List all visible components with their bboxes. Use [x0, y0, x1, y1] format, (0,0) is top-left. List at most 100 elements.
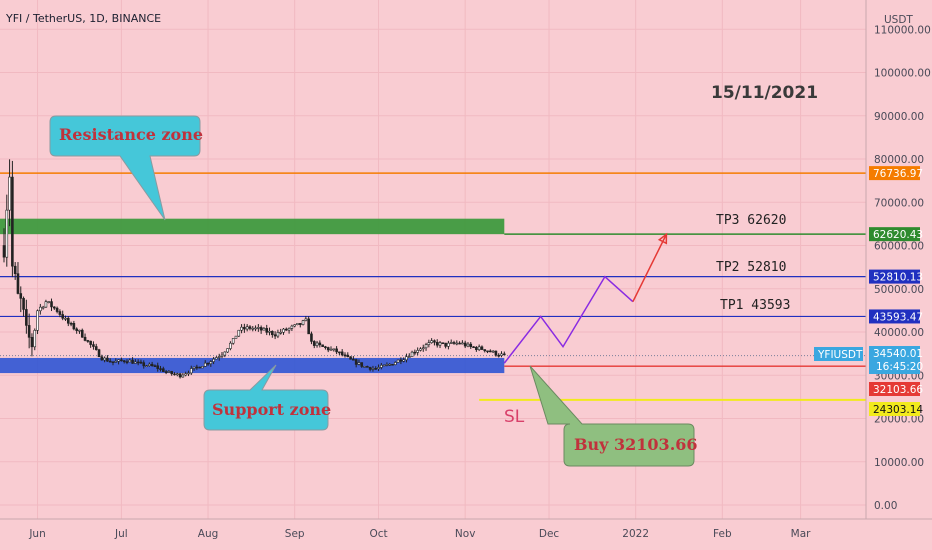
time-axis: Jun Jul Aug Sep Oct Nov Dec 2022 Feb Mar: [28, 528, 811, 540]
candle-body: [268, 330, 271, 333]
candle-body: [419, 348, 422, 351]
candle-body: [106, 357, 109, 362]
time-tick-label: Nov: [455, 528, 476, 540]
candle-body: [374, 368, 378, 370]
candle-body: [229, 342, 232, 349]
candle-body: [206, 362, 210, 365]
candle-body: [382, 364, 386, 367]
candle-body: [324, 346, 327, 349]
price-tick-label: 80000.00: [874, 154, 924, 166]
candle-body: [265, 328, 269, 333]
candle-body: [111, 361, 115, 364]
tag-resistance-bg: [869, 166, 920, 181]
candle-body: [371, 368, 375, 370]
candle-body: [273, 334, 277, 337]
candle-body: [78, 329, 81, 332]
candle-body: [489, 350, 492, 353]
candle-body: [8, 176, 11, 211]
candle-body: [475, 346, 478, 350]
sl-label: SL: [504, 407, 525, 427]
candle-body: [55, 307, 59, 312]
grid-lines: [0, 0, 866, 519]
candle-body: [5, 209, 9, 258]
candle-body: [226, 348, 229, 353]
candle-body: [64, 317, 67, 320]
tp3-label: TP3 62620: [716, 213, 786, 228]
candle-body: [128, 359, 132, 363]
tag-sl-text: 24303.14: [873, 404, 923, 416]
candle-body: [58, 311, 62, 315]
candle-body: [237, 329, 241, 337]
buy-callout: Buy 32103.66: [529, 365, 698, 467]
tag-last-price: 34540.01 16:45:20: [869, 346, 923, 374]
candle-body: [491, 350, 495, 353]
tag-symbol-text: YFIUSDT: [817, 349, 863, 361]
candle-body: [150, 363, 154, 366]
candle-body: [284, 328, 288, 331]
candle-body: [86, 340, 90, 342]
candle-body: [377, 367, 380, 370]
candle-body: [466, 343, 470, 347]
candle-body: [50, 301, 53, 308]
candle-body: [452, 342, 456, 344]
resistance-callout-bubble: [49, 115, 201, 221]
candle-body: [399, 359, 403, 362]
candle-body: [30, 337, 34, 348]
candle-body: [497, 354, 501, 357]
candle-body: [33, 330, 37, 348]
candle-body: [122, 360, 126, 363]
tp1-label: TP1 43593: [720, 298, 790, 313]
candle-body: [354, 359, 358, 365]
candle-body: [380, 364, 383, 368]
candle-body: [89, 340, 92, 345]
candle-body: [198, 366, 201, 369]
candle-body: [184, 373, 187, 376]
candle-body: [61, 314, 64, 319]
candle-body: [486, 350, 489, 353]
tag-symbol: YFIUSDT: [814, 347, 863, 361]
resistance-zone: [0, 218, 505, 235]
candle-body: [142, 362, 146, 367]
candle-body: [72, 323, 76, 330]
candle-body: [117, 359, 120, 362]
candle-body: [2, 245, 6, 258]
candle-body: [103, 357, 106, 361]
candle-body: [366, 366, 369, 368]
candle-body: [178, 373, 182, 378]
candle-body: [97, 349, 101, 358]
price-tick-label: 50000.00: [874, 284, 924, 296]
candle-body: [391, 363, 394, 366]
candle-body: [175, 373, 179, 376]
tag-tp3-bg: [869, 227, 920, 242]
candle-body: [321, 344, 324, 348]
candle-body: [187, 372, 190, 375]
candle-body: [195, 366, 199, 369]
candle-body: [315, 342, 319, 346]
tag-symbol-bg: [814, 347, 863, 361]
candle-body: [435, 341, 439, 346]
candle-body: [449, 342, 453, 344]
candle-body: [243, 326, 246, 330]
candle-body: [83, 336, 87, 341]
candle-body: [19, 293, 23, 299]
candle-body: [44, 301, 48, 308]
candle-body: [326, 347, 330, 351]
time-tick-label: Sep: [285, 528, 305, 540]
projection-arrowhead: [657, 232, 668, 245]
price-tick-label: 90000.00: [874, 111, 924, 123]
candle-body: [212, 358, 215, 362]
tag-tp2: 52810.13: [869, 269, 923, 284]
time-tick-label: 2022: [622, 528, 649, 540]
price-tick-label: 0.00: [874, 500, 897, 512]
resistance-callout: Resistance zone: [49, 115, 203, 221]
tp2-label: TP2 52810: [716, 260, 786, 275]
buy-callout-label: Buy 32103.66: [574, 435, 698, 454]
candle-body: [463, 342, 467, 347]
candle-body: [503, 353, 506, 356]
candle-body: [192, 366, 196, 369]
candle-body: [318, 342, 322, 346]
candle-body: [120, 359, 123, 362]
candle-body: [13, 265, 17, 274]
candle-body: [94, 346, 98, 351]
